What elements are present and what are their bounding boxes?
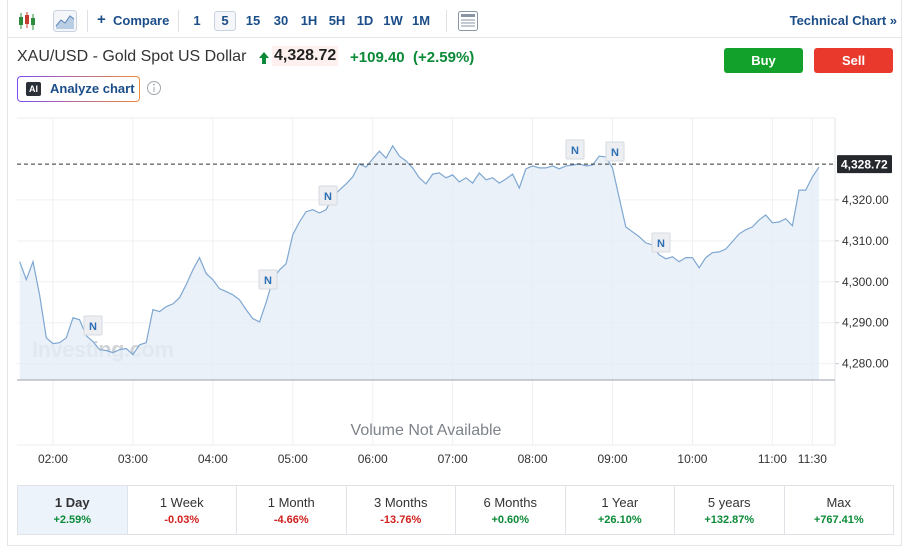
analyze-label: Analyze chart xyxy=(50,81,135,96)
ai-badge: AI xyxy=(26,82,41,96)
period-label: 1 Week xyxy=(159,495,204,510)
news-marker xyxy=(258,269,278,290)
news-marker xyxy=(565,139,585,160)
analyze-inner: AI Analyze chart xyxy=(18,77,139,101)
x-tick-label: 06:00 xyxy=(358,452,388,466)
period-tab[interactable]: 1 Day +2.59% xyxy=(18,486,128,534)
period-label: Max xyxy=(826,495,852,510)
price-change: +109.40 xyxy=(350,49,405,66)
table-icon[interactable] xyxy=(458,11,478,31)
period-change: +0.60% xyxy=(491,514,530,526)
period-tab[interactable]: 5 years +132.87% xyxy=(675,486,785,534)
interval[interactable]: 5 xyxy=(214,11,236,31)
period-tab[interactable]: 6 Months +0.60% xyxy=(456,486,566,534)
news-marker-label: N xyxy=(611,147,619,159)
x-tick-label: 10:00 xyxy=(677,452,707,466)
period-label: 3 Months xyxy=(374,495,428,510)
period-label: 6 Months xyxy=(483,495,537,510)
current-price-label: 4,328.72 xyxy=(841,158,888,172)
x-tick-label: 04:00 xyxy=(198,452,228,466)
technical-chart-link[interactable]: Technical Chart » xyxy=(789,13,897,28)
y-tick-label: 4,300.00 xyxy=(842,275,889,289)
x-tick-label: 07:00 xyxy=(438,452,468,466)
news-marker xyxy=(318,185,338,206)
area-icon[interactable] xyxy=(53,10,77,32)
x-tick-label: 02:00 xyxy=(38,452,68,466)
interval[interactable]: 1W xyxy=(383,13,403,28)
candles-icon[interactable] xyxy=(17,11,37,31)
news-marker xyxy=(83,315,103,336)
y-tick-label: 4,280.00 xyxy=(842,357,889,371)
period-change: -13.76% xyxy=(380,514,422,526)
period-label: 1 Year xyxy=(601,495,639,510)
x-tick-label: 09:00 xyxy=(597,452,627,466)
interval[interactable]: 5H xyxy=(328,13,346,28)
period-tab[interactable]: 1 Month -4.66% xyxy=(237,486,347,534)
compare-button[interactable]: Compare xyxy=(113,13,170,28)
period-tab[interactable]: Max +767.41% xyxy=(785,486,894,534)
up-arrow xyxy=(259,52,269,64)
period-change: -0.03% xyxy=(164,514,200,526)
x-tick-label: 08:00 xyxy=(518,452,548,466)
news-marker-label: N xyxy=(657,238,665,250)
current-price-tag xyxy=(837,155,892,174)
separator xyxy=(446,10,447,32)
period-change: +767.41% xyxy=(813,514,864,526)
news-marker-label: N xyxy=(89,321,97,333)
period-label: 1 Day xyxy=(54,495,90,510)
instrument-name: XAU/USD - Gold Spot US Dollar xyxy=(17,48,247,65)
interval[interactable]: 1M xyxy=(411,13,431,28)
separator xyxy=(87,10,88,32)
news-marker-label: N xyxy=(264,275,272,287)
area-fill xyxy=(19,145,819,380)
frame xyxy=(7,0,902,546)
x-tick-label: 05:00 xyxy=(278,452,308,466)
plus-icon: + xyxy=(97,11,106,28)
period-change: -4.66% xyxy=(273,514,309,526)
interval[interactable]: 30 xyxy=(273,13,289,28)
x-tick-label: 03:00 xyxy=(118,452,148,466)
chart: 02:00 03:00 04:00 05:00 06:00 07:00 08:00 09:00… xyxy=(17,117,892,466)
news-marker xyxy=(651,232,671,253)
news-marker-label: N xyxy=(571,145,579,157)
interval[interactable]: 1D xyxy=(356,13,374,28)
period-tab[interactable]: 1 Week -0.03% xyxy=(128,486,237,534)
period-tab[interactable]: 1 Year +26.10% xyxy=(566,486,675,534)
y-tick-label: 4,310.00 xyxy=(842,234,889,248)
x-tick-label: 11:00 xyxy=(758,452,787,466)
period-label: 1 Month xyxy=(267,495,315,510)
period-tabs: 1 Day +2.59% 1 Week -0.03% 1 Month -4.66% 3… xyxy=(17,485,894,535)
interval[interactable]: 15 xyxy=(245,13,261,28)
period-label: 5 years xyxy=(707,495,751,510)
sell-button[interactable]: Sell xyxy=(814,48,893,73)
interval[interactable]: 1H xyxy=(300,13,318,28)
x-axis: 02:00 03:00 04:00 05:00 06:00 07:00 08:00 09:00… xyxy=(38,452,827,466)
price-change-percent: (+2.59%) xyxy=(413,49,475,66)
y-tick-label: 4,320.00 xyxy=(842,193,889,207)
price-line xyxy=(19,144,820,356)
x-tick-label: 11:30 xyxy=(798,452,827,466)
period-change: +132.87% xyxy=(704,514,755,526)
separator xyxy=(178,10,179,32)
toolbar-divider xyxy=(8,37,902,38)
last-price: 4,328.72 xyxy=(272,46,339,66)
y-tick-label: 4,290.00 xyxy=(842,316,889,330)
buy-button[interactable]: Buy xyxy=(724,48,803,73)
interval[interactable]: 1 xyxy=(193,13,201,28)
period-tab[interactable]: 3 Months -13.76% xyxy=(347,486,456,534)
news-marker-label: N xyxy=(324,191,332,203)
volume-note: Volume Not Available xyxy=(351,422,502,439)
period-change: +26.10% xyxy=(597,514,642,526)
info-icon[interactable] xyxy=(146,80,162,96)
analyze-chart-button[interactable]: AI Analyze chart xyxy=(17,76,140,102)
news-marker xyxy=(605,141,625,162)
period-change: +2.59% xyxy=(53,514,92,526)
